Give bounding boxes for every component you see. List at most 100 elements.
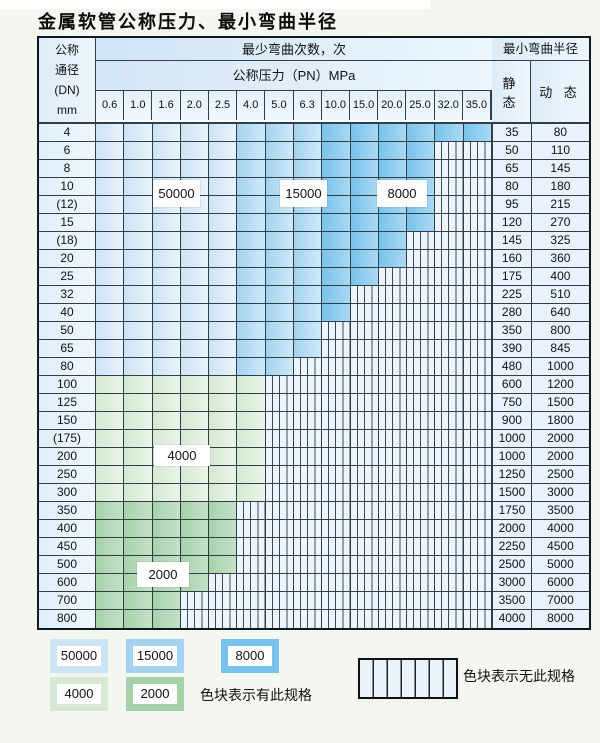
spec-cell-available [378, 214, 408, 231]
spec-cell-unavailable [435, 214, 464, 231]
spec-cell-available [237, 268, 266, 285]
legend-present-label: 色块表示有此规格 [200, 687, 312, 703]
spec-cell-unavailable [378, 304, 408, 321]
spec-cell-available [209, 484, 238, 501]
spec-cell-unavailable [463, 592, 493, 609]
table-row-dn-125: 125 750 1500 [39, 394, 589, 412]
spec-cell-unavailable [435, 430, 464, 447]
spec-cell-available [209, 394, 238, 411]
table-row-dn-32: 32 225 510 [39, 286, 589, 304]
spec-cell-unavailable [293, 502, 323, 519]
spec-cell-available [237, 322, 266, 339]
spec-cell-unavailable [435, 556, 464, 573]
spec-cell-available [96, 322, 125, 339]
spec-cell-available [265, 214, 294, 231]
spec-cell-unavailable [350, 592, 379, 609]
spec-cell-unavailable [378, 556, 408, 573]
spec-cell-available [180, 520, 210, 537]
dn-value: 10 [39, 178, 96, 195]
pressure-col-header-2.5: 2.5 [208, 91, 238, 120]
spec-cell-available [124, 376, 153, 393]
spec-cell-available [237, 340, 266, 357]
dynamic-radius-value: 7000 [531, 592, 589, 609]
spec-cell-unavailable [265, 448, 294, 465]
spec-cell-unavailable [435, 412, 464, 429]
dn-header-line: mm [57, 103, 77, 117]
legend-absent-label: 色块表示无此规格 [463, 668, 575, 684]
static-radius-value: 1000 [492, 430, 532, 447]
spec-cell-available [180, 430, 210, 447]
spec-cell-unavailable [463, 538, 493, 555]
pressure-col-header-1.6: 1.6 [152, 91, 181, 120]
table-header: 公称 通径 (DN) mm 最少弯曲次数，次 公称压力（PN）MPa 0.6 1.… [39, 38, 589, 124]
spec-cell-unavailable [435, 466, 464, 483]
cycle-count-label-4000: 4000 [154, 445, 210, 466]
table-row-dn-150: 150 900 1800 [39, 412, 589, 430]
spec-cell-unavailable [378, 412, 408, 429]
spec-cell-unavailable [407, 340, 436, 357]
spec-cell-unavailable [378, 520, 408, 537]
static-column-header: 静 态 [492, 61, 531, 122]
spec-cell-available [180, 286, 210, 303]
spec-cell-available [265, 340, 294, 357]
table-row-dn-(175): (175) 1000 2000 [39, 430, 589, 448]
spec-cell-unavailable [350, 394, 379, 411]
table-row-dn-6: 6 50 110 [39, 142, 589, 160]
dynamic-radius-value: 5000 [531, 556, 589, 573]
spec-cell-available [293, 250, 323, 267]
spec-cell-available [209, 160, 238, 177]
spec-cell-available [209, 286, 238, 303]
spec-cell-available [237, 358, 266, 375]
spec-cell-unavailable [293, 448, 323, 465]
spec-cell-available [124, 592, 153, 609]
pressure-col-header-15.0: 15.0 [349, 91, 379, 120]
dn-header-cell: 公称 通径 (DN) mm [39, 38, 96, 122]
dynamic-radius-value: 2000 [531, 448, 589, 465]
spec-cell-unavailable [407, 574, 436, 591]
spec-cell-available [124, 466, 153, 483]
spec-cell-available [124, 196, 153, 213]
spec-cell-available [463, 124, 493, 141]
spec-cell-available [124, 340, 153, 357]
spec-cell-available [209, 448, 238, 465]
spec-cell-available [350, 178, 379, 195]
dn-value: 32 [39, 286, 96, 303]
spec-cell-available [209, 466, 238, 483]
spec-cell-available [237, 250, 266, 267]
pressure-col-header-10.0: 10.0 [321, 91, 350, 120]
spec-cell-unavailable [293, 556, 323, 573]
spec-cell-unavailable [378, 340, 408, 357]
spec-cell-available [265, 322, 294, 339]
spec-cell-available [350, 142, 379, 159]
spec-cell-available [96, 556, 125, 573]
spec-cell-unavailable [378, 574, 408, 591]
spec-cell-available [180, 124, 210, 141]
bend-cycles-title: 最少弯曲次数，次 [96, 38, 492, 61]
spec-cell-available [180, 340, 210, 357]
spec-cell-unavailable [378, 592, 408, 609]
spec-cell-available [265, 268, 294, 285]
pressure-col-header-4.0: 4.0 [237, 91, 266, 120]
spec-cell-available [180, 538, 210, 555]
spec-cell-unavailable [322, 358, 351, 375]
spec-cell-unavailable [378, 286, 408, 303]
dn-value: 40 [39, 304, 96, 321]
spec-cell-available [293, 142, 323, 159]
spec-cell-available [152, 268, 181, 285]
static-radius-value: 95 [492, 196, 532, 213]
spec-cell-unavailable [265, 466, 294, 483]
spec-cell-unavailable [293, 592, 323, 609]
spec-cell-available [124, 484, 153, 501]
spec-cell-available [152, 538, 181, 555]
cycle-count-label-8000: 8000 [377, 180, 427, 207]
spec-cell-unavailable [463, 178, 493, 195]
spec-cell-unavailable [265, 376, 294, 393]
spec-cell-available [152, 520, 181, 537]
spec-cell-unavailable [463, 160, 493, 177]
radius-subheaders: 静 态 动 态 [492, 61, 589, 122]
dynamic-radius-value: 270 [531, 214, 589, 231]
spec-cell-available [378, 142, 408, 159]
dn-value: 800 [39, 610, 96, 628]
spec-cell-available [96, 214, 125, 231]
dynamic-radius-value: 800 [531, 322, 589, 339]
